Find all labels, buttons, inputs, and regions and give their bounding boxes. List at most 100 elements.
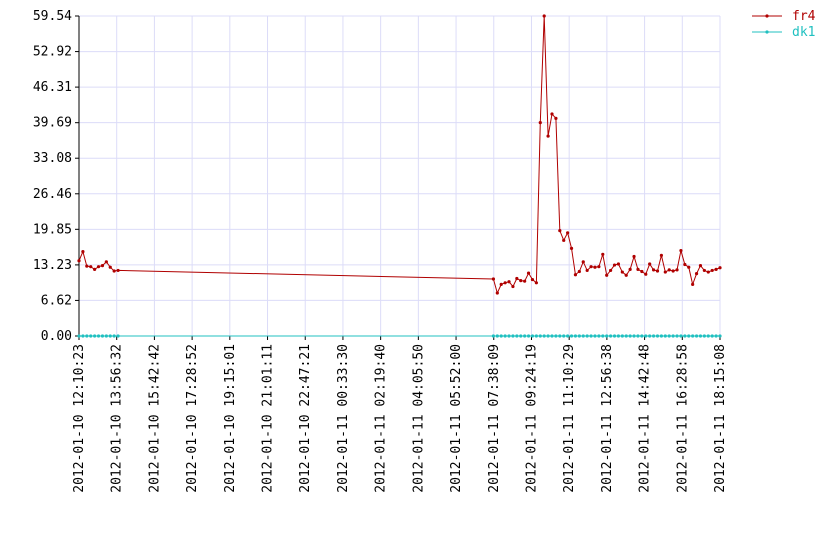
point: [534, 281, 538, 285]
point: [659, 334, 663, 338]
point: [100, 334, 105, 338]
y-tick-label: 59.54: [33, 9, 72, 24]
point: [112, 334, 116, 338]
y-tick-label: 6.62: [41, 293, 72, 308]
point: [85, 334, 89, 338]
point: [519, 279, 523, 283]
point: [116, 268, 120, 273]
point: [691, 282, 695, 287]
point: [495, 291, 499, 295]
point: [569, 246, 574, 250]
point: [542, 14, 546, 18]
series-line: [78, 15, 721, 295]
point: [566, 231, 570, 235]
point: [714, 334, 718, 338]
point: [593, 265, 597, 269]
point: [577, 269, 581, 274]
point: [605, 273, 609, 277]
point: [112, 269, 116, 273]
x-tick-label: 2012-01-11 18:15:08: [713, 344, 728, 493]
point: [538, 121, 542, 125]
point: [100, 263, 105, 268]
point: [523, 279, 527, 283]
point: [554, 334, 558, 338]
point: [710, 268, 714, 273]
point: [554, 116, 558, 120]
point: [562, 238, 566, 242]
point: [671, 269, 675, 273]
point: [694, 272, 699, 276]
point: [687, 334, 691, 338]
point: [679, 248, 683, 253]
point: [116, 334, 120, 338]
point: [585, 268, 589, 273]
point: [648, 262, 652, 266]
point: [81, 334, 85, 338]
y-tick-label: 52.92: [33, 45, 72, 60]
point: [698, 263, 703, 268]
point: [546, 334, 550, 338]
legend-label: fr4: [792, 9, 816, 24]
point: [89, 334, 93, 338]
x-tick-label: 2012-01-11 07:38:09: [487, 344, 502, 493]
point: [515, 334, 519, 338]
point: [597, 265, 601, 269]
point: [663, 334, 667, 338]
x-tick-label: 2012-01-11 12:56:38: [600, 344, 615, 493]
x-tick-label: 2012-01-10 12:10:23: [72, 344, 87, 493]
point: [702, 268, 706, 273]
point: [655, 269, 660, 273]
point: [530, 334, 535, 338]
point: [96, 334, 101, 338]
x-tick-label: 2012-01-10 22:47:21: [298, 344, 313, 493]
point: [550, 334, 554, 338]
point: [558, 334, 562, 338]
point: [706, 270, 710, 274]
point: [620, 270, 624, 274]
point: [706, 334, 710, 338]
point: [624, 334, 628, 338]
point: [718, 266, 722, 270]
point: [573, 273, 578, 277]
y-tick-label: 39.69: [33, 116, 72, 131]
point: [511, 284, 515, 289]
point: [691, 334, 695, 338]
y-tick-label: 33.08: [33, 151, 72, 166]
point: [624, 273, 628, 277]
point: [609, 268, 613, 273]
point: [577, 334, 581, 338]
x-tick-label: 2012-01-10 17:28:52: [185, 344, 200, 493]
point: [499, 334, 503, 338]
point: [93, 267, 97, 271]
point: [636, 267, 640, 271]
point: [523, 334, 527, 338]
point: [609, 334, 613, 338]
point: [659, 253, 663, 257]
point: [601, 252, 605, 256]
point: [89, 265, 93, 269]
point: [93, 334, 97, 338]
legend-marker: [765, 14, 769, 18]
point: [104, 334, 108, 338]
y-tick-label: 13.23: [33, 258, 72, 273]
point: [605, 334, 609, 338]
x-tick-label: 2012-01-10 19:15:01: [223, 344, 238, 493]
point: [581, 334, 585, 338]
point: [534, 334, 538, 338]
point: [77, 334, 81, 338]
x-tick-label: 2012-01-11 09:24:19: [524, 344, 539, 493]
point: [108, 265, 112, 269]
point: [495, 334, 499, 338]
point: [675, 268, 679, 272]
point: [632, 254, 636, 259]
point: [550, 112, 554, 116]
x-tick-label: 2012-01-10 21:01:11: [261, 344, 276, 493]
point: [581, 260, 585, 264]
legend-label: dk1: [792, 25, 815, 40]
point: [612, 263, 617, 267]
point: [687, 265, 691, 269]
x-tick-label: 2012-01-11 00:33:30: [336, 344, 351, 493]
point: [632, 334, 636, 338]
point: [718, 334, 722, 338]
